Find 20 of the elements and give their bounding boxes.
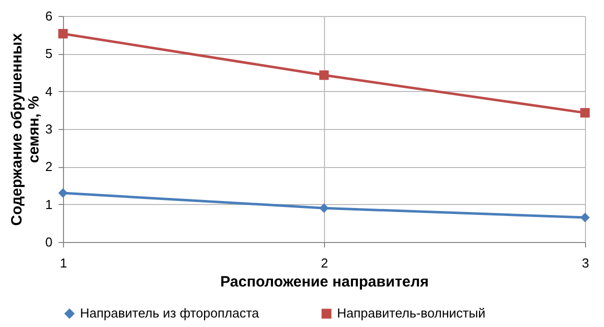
x-tick-label: 2 — [320, 256, 328, 270]
point — [580, 108, 590, 118]
y-tick-label: 3 — [45, 122, 52, 136]
x-tick-label: 1 — [60, 256, 68, 270]
y-tick-label: 5 — [45, 46, 52, 62]
y-tick-label: 4 — [45, 84, 52, 99]
y-tick-label: 2 — [45, 159, 52, 174]
legend-label: Направитель из фторопласта — [80, 306, 260, 321]
y-axis-title: Содержание обрушенных семян, % — [8, 32, 42, 226]
point — [58, 188, 68, 198]
point — [580, 212, 590, 222]
y-tick-label: 0 — [45, 234, 52, 250]
x-axis-title: Расположение направителя — [220, 274, 429, 290]
point — [58, 28, 68, 38]
y-tick-label: 1 — [45, 196, 52, 212]
point — [319, 203, 329, 213]
legend-label: Направитель-волнистый — [337, 306, 486, 321]
x-tick-label: 3 — [582, 256, 590, 270]
point — [319, 70, 329, 80]
y-tick-label: 6 — [45, 8, 52, 24]
